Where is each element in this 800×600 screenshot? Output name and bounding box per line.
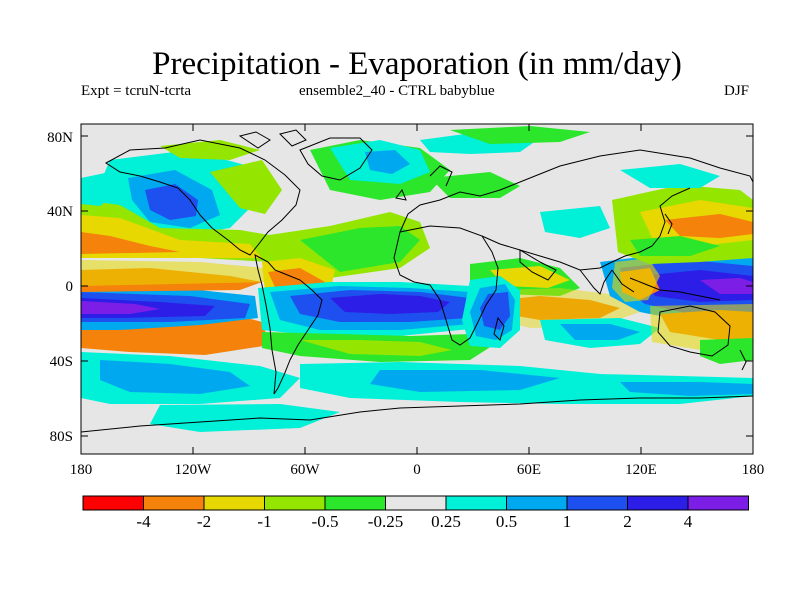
colorbar-label: -4 [136, 512, 151, 531]
lon-tick-label: 120W [175, 462, 213, 478]
colorbar-label: -0.25 [368, 512, 403, 531]
lon-tick-label: 60W [290, 462, 320, 478]
experiment-label: Expt = tcruN-tcrta [81, 83, 192, 99]
coastlines [81, 129, 753, 433]
colorbar-swatch [264, 495, 326, 511]
colorbar-label: -2 [197, 512, 211, 531]
lon-tick-label: 180 [742, 462, 765, 478]
season-label: DJF [724, 83, 750, 99]
colorbar-label: -0.5 [312, 512, 339, 531]
lon-tick-label: 180 [70, 462, 93, 478]
lat-tick-label: 40S [50, 354, 73, 370]
lon-tick-label: 120E [625, 462, 657, 478]
colorbar-swatch [324, 495, 386, 511]
page-title: Precipitation - Evaporation (in mm/day) [152, 46, 682, 82]
colorbar-swatch [385, 495, 447, 511]
colorbar-label: 1 [563, 512, 572, 531]
colorbar-swatch [627, 495, 689, 511]
colorbar-swatch [566, 495, 628, 511]
colorbar-label: -1 [257, 512, 271, 531]
lon-tick-label: 60E [517, 462, 541, 478]
lon-tick-label: 0 [413, 462, 421, 478]
colorbar-swatch [82, 495, 144, 511]
colorbar-label: 4 [684, 512, 693, 531]
precip-field [81, 124, 753, 454]
ensemble-label: ensemble2_40 - CTRL babyblue [299, 83, 495, 99]
colorbar-label: 0.25 [431, 512, 461, 531]
colorbar-swatch [445, 495, 507, 511]
colorbar: -4 -2 -1 -0.5 -0.25 0.25 0.5 1 2 4 [82, 495, 749, 531]
lat-tick-label: 80S [50, 429, 73, 445]
colorbar-label: 0.5 [496, 512, 517, 531]
colorbar-swatch [143, 495, 205, 511]
colorbar-swatch [506, 495, 568, 511]
lat-tick-label: 80N [47, 130, 73, 146]
axis-ticks [80, 124, 754, 454]
lat-tick-label: 40N [47, 204, 73, 220]
colorbar-swatch [203, 495, 265, 511]
colorbar-label: 2 [623, 512, 632, 531]
colorbar-swatch [687, 495, 749, 511]
lat-tick-label: 0 [66, 279, 74, 295]
